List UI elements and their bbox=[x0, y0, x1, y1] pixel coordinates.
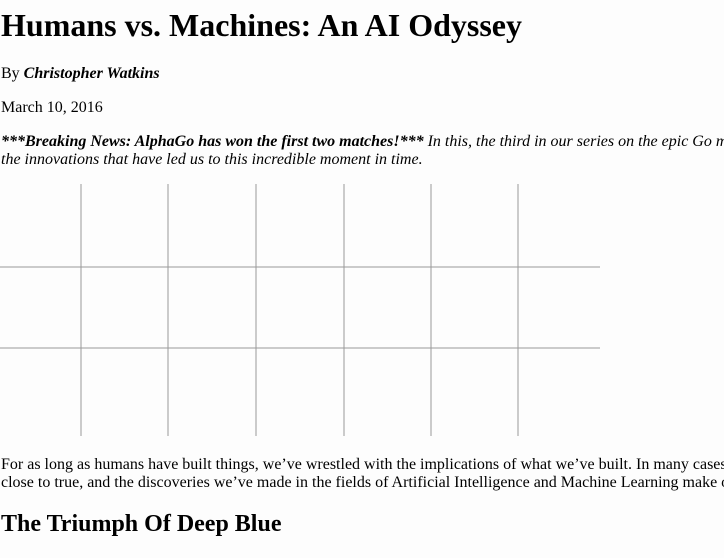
publish-date: March 10, 2016 bbox=[1, 99, 103, 116]
intro-paragraph: ***Breaking News: AlphaGo has won the fi… bbox=[1, 133, 724, 169]
body-paragraph: For as long as humans have built things,… bbox=[1, 456, 724, 492]
author-name: Christopher Watkins bbox=[23, 65, 160, 82]
intro-line-2: the innovations that have led us to this… bbox=[1, 151, 423, 168]
byline: By Christopher Watkins bbox=[1, 65, 160, 83]
breaking-news: ***Breaking News: AlphaGo has won the fi… bbox=[1, 133, 424, 150]
body-line-1: For as long as humans have built things,… bbox=[1, 456, 724, 473]
grid-lines bbox=[0, 184, 600, 436]
go-board-grid bbox=[0, 184, 600, 436]
intro-line-1-text: In this, the third in our series on the … bbox=[423, 133, 724, 150]
intro-line-1: ***Breaking News: AlphaGo has won the fi… bbox=[1, 133, 724, 151]
article-title: Humans vs. Machines: An AI Odyssey bbox=[1, 7, 522, 43]
section-heading: The Triumph Of Deep Blue bbox=[1, 511, 282, 537]
byline-prefix: By bbox=[1, 65, 24, 82]
body-line-2: close to true, and the discoveries we’ve… bbox=[1, 474, 724, 491]
